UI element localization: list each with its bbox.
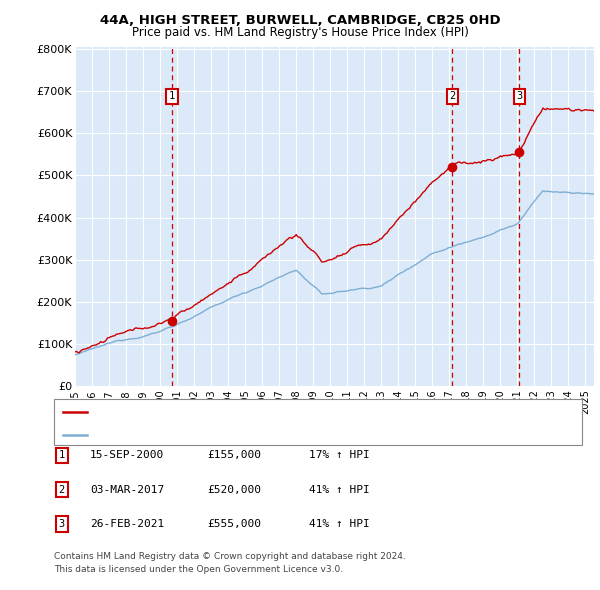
Text: Price paid vs. HM Land Registry's House Price Index (HPI): Price paid vs. HM Land Registry's House … <box>131 26 469 39</box>
Text: 1: 1 <box>59 451 65 460</box>
Text: 26-FEB-2021: 26-FEB-2021 <box>90 519 164 529</box>
Text: 44A, HIGH STREET, BURWELL, CAMBRIDGE, CB25 0HD (detached house): 44A, HIGH STREET, BURWELL, CAMBRIDGE, CB… <box>92 407 462 417</box>
Text: 3: 3 <box>517 91 523 101</box>
Text: 1: 1 <box>169 91 175 101</box>
Text: 3: 3 <box>59 519 65 529</box>
Text: 2: 2 <box>59 485 65 494</box>
Text: This data is licensed under the Open Government Licence v3.0.: This data is licensed under the Open Gov… <box>54 565 343 574</box>
Text: HPI: Average price, detached house, East Cambridgeshire: HPI: Average price, detached house, East… <box>92 430 415 440</box>
Text: 41% ↑ HPI: 41% ↑ HPI <box>309 519 370 529</box>
Text: £520,000: £520,000 <box>207 485 261 494</box>
Text: 44A, HIGH STREET, BURWELL, CAMBRIDGE, CB25 0HD: 44A, HIGH STREET, BURWELL, CAMBRIDGE, CB… <box>100 14 500 27</box>
Text: 41% ↑ HPI: 41% ↑ HPI <box>309 485 370 494</box>
Text: Contains HM Land Registry data © Crown copyright and database right 2024.: Contains HM Land Registry data © Crown c… <box>54 552 406 561</box>
Text: 15-SEP-2000: 15-SEP-2000 <box>90 451 164 460</box>
Text: 03-MAR-2017: 03-MAR-2017 <box>90 485 164 494</box>
Text: £555,000: £555,000 <box>207 519 261 529</box>
Text: 2: 2 <box>449 91 455 101</box>
Text: 17% ↑ HPI: 17% ↑ HPI <box>309 451 370 460</box>
Text: £155,000: £155,000 <box>207 451 261 460</box>
